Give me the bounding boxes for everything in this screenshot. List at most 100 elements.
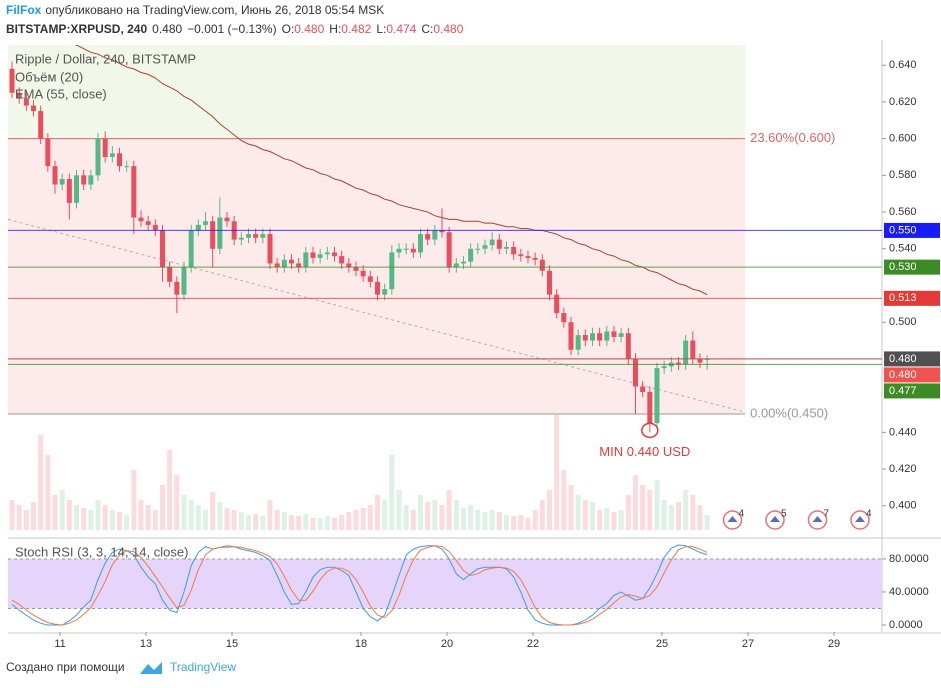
candle-body	[611, 331, 617, 337]
stoch-line	[11, 544, 708, 626]
candle-body	[396, 248, 402, 253]
candle-body	[453, 263, 459, 268]
volume-bar	[460, 508, 466, 530]
candle-body	[546, 270, 552, 295]
volume-bar	[81, 508, 87, 530]
candle-body	[59, 179, 65, 185]
volume-bar	[554, 415, 560, 530]
candle-body	[267, 234, 273, 264]
volume-bar	[697, 505, 703, 530]
volume-bar	[195, 505, 201, 530]
candle-body	[253, 234, 259, 238]
candle-body	[138, 217, 144, 222]
candle-body	[217, 217, 223, 249]
event-flag	[855, 516, 865, 522]
candle-body	[403, 248, 409, 250]
candle-body	[203, 221, 209, 225]
candle-body	[640, 386, 646, 392]
volume-bar	[360, 508, 366, 530]
volume-bar	[475, 510, 481, 530]
brand[interactable]: TradingView	[170, 660, 236, 674]
candle-body	[246, 234, 252, 238]
candle-body	[274, 263, 280, 268]
volume-bar	[625, 495, 631, 530]
candle-body	[625, 333, 631, 359]
min-circle	[641, 422, 659, 439]
volume-bar	[647, 490, 653, 530]
event-icon[interactable]: 7	[807, 509, 830, 530]
volume-bar	[267, 500, 273, 530]
candle-body	[152, 224, 158, 231]
ohlc-value: 0.474	[386, 22, 416, 36]
volume-bar	[346, 512, 352, 530]
candle-body	[604, 331, 610, 341]
backgrounds	[8, 45, 746, 414]
ohlc-value: 0.482	[341, 22, 371, 36]
candle-body	[160, 230, 166, 268]
candle-body	[360, 270, 366, 277]
candle-body	[446, 232, 452, 268]
price-label: 0.477	[889, 385, 917, 397]
candle-body	[511, 246, 517, 255]
stoch-band	[8, 558, 882, 609]
x-tick-label: 25	[656, 638, 668, 650]
event-flag	[812, 516, 823, 522]
event-count: 4	[866, 509, 872, 520]
volume-bar	[296, 516, 302, 530]
candle-body	[382, 289, 388, 295]
price-label-box	[884, 383, 940, 399]
y-tick-label: 0.640	[889, 59, 917, 71]
min-annotation: MIN 0.440 USD	[599, 444, 690, 459]
candle-body	[661, 366, 667, 369]
ohlc-label: C:	[421, 22, 433, 36]
volume-bar	[138, 500, 144, 530]
fib-label: 23.60%(0.600)	[750, 130, 835, 145]
y-tick-label: 0.400	[889, 500, 917, 512]
volume-bar	[109, 510, 115, 530]
event-icon[interactable]: 4	[722, 509, 745, 530]
candle-body	[174, 281, 180, 295]
volume-bar	[274, 510, 280, 530]
volume-bar	[253, 514, 259, 530]
volume-bar	[238, 512, 244, 530]
volume-bar	[704, 515, 710, 530]
price-pane	[8, 45, 882, 530]
price-label-box	[884, 259, 940, 275]
event-count: 4	[739, 509, 745, 520]
author[interactable]: FilFox	[6, 3, 42, 17]
candle-body	[88, 175, 94, 185]
candle-body	[195, 224, 201, 231]
candle-body	[425, 234, 431, 240]
stoch-line	[11, 545, 708, 626]
price-label: 0.480	[889, 369, 917, 381]
candle-body	[568, 322, 574, 350]
volume-bar	[145, 505, 151, 530]
candle-body	[697, 358, 703, 363]
y-tick-label: 0.0000	[889, 619, 923, 631]
candle-body	[367, 276, 373, 282]
candle-body	[561, 313, 567, 323]
volume-bar	[604, 508, 610, 530]
volume-bar	[181, 495, 187, 530]
event-icon[interactable]: 4	[850, 509, 872, 530]
candle-body	[683, 340, 689, 365]
volume-bar	[88, 510, 94, 530]
candle-body	[109, 153, 115, 157]
volume-bar	[74, 505, 80, 530]
candle-body	[31, 105, 37, 112]
candle-body	[460, 261, 466, 264]
candle-body	[554, 294, 560, 314]
volume-bar	[561, 470, 567, 530]
volume-bar	[52, 495, 58, 530]
volume-bar	[690, 495, 696, 530]
candle-body	[539, 259, 545, 271]
event-icon[interactable]: 5	[765, 509, 787, 530]
volume-bar	[611, 512, 617, 530]
candle-body	[525, 256, 531, 258]
legend-title: Ripple / Dollar, 240, BITSTAMP	[15, 51, 196, 66]
volume-bar	[396, 490, 402, 530]
volume-bar	[174, 475, 180, 530]
volume-bar	[654, 480, 660, 530]
x-tick-label: 18	[355, 638, 367, 650]
